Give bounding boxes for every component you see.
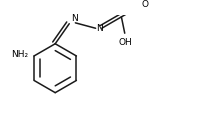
Text: N: N [71,14,78,23]
Text: NH₂: NH₂ [11,50,28,59]
Text: N: N [96,24,103,33]
Text: OH: OH [119,38,132,47]
Text: O: O [142,0,149,9]
